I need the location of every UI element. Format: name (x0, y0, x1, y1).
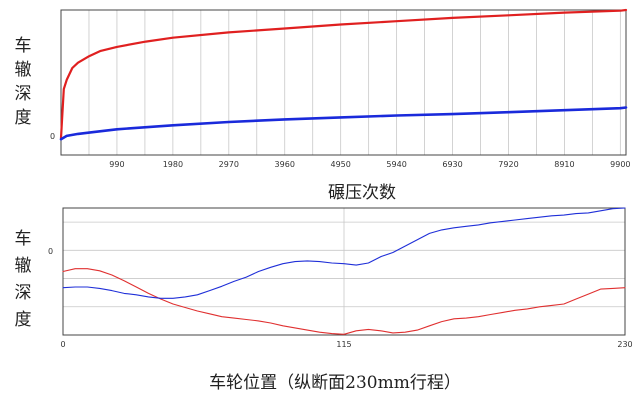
y-axis-label-char: 深 (15, 84, 32, 104)
y-axis-label-char: 度 (15, 108, 32, 128)
y-axis-label-char: 辙 (15, 256, 32, 276)
x-tick-label: 8910 (554, 160, 574, 169)
wheel-position-chart-xlabel: 车轮位置（纵断面230mm行程） (209, 373, 461, 393)
wheel-position-chart-series (62, 207, 626, 335)
y-axis-label-char: 辙 (15, 60, 32, 80)
wheel-position-chart-xticks: 0 115 230 (60, 340, 632, 349)
cycles-chart-ytick-0: 0 (50, 132, 55, 141)
cycles-chart-xlabel: 碾压次数 (328, 183, 396, 203)
x-tick-label: 990 (109, 160, 124, 169)
cycles-chart-series (59, 8, 628, 141)
wheel-position-chart-grid (63, 208, 625, 335)
y-axis-label-char: 深 (15, 283, 32, 303)
x-tick-label: 115 (336, 340, 351, 349)
series-line-2 (62, 207, 626, 299)
series-line-2 (59, 106, 628, 141)
x-tick-label: 3960 (275, 160, 295, 169)
cycles-chart: 990 1980 2970 3960 4950 5940 6930 7920 8910 9900 … (15, 8, 631, 203)
x-tick-label: 1980 (163, 160, 183, 169)
x-tick-label: 6930 (442, 160, 462, 169)
y-axis-label-char: 度 (15, 310, 32, 330)
series-line-1 (62, 268, 626, 335)
x-tick-label: 9900 (610, 160, 630, 169)
y-axis-label-char: 车 (15, 36, 32, 56)
wheel-position-chart-ytick-0: 0 (48, 247, 53, 256)
x-tick-label: 230 (617, 340, 632, 349)
x-tick-label: 7920 (498, 160, 518, 169)
series-line-1 (59, 8, 628, 139)
y-axis-label-char: 车 (15, 229, 32, 249)
cycles-chart-frame (60, 9, 627, 156)
cycles-chart-xticks: 990 1980 2970 3960 4950 5940 6930 7920 8910 9900 (109, 160, 630, 169)
cycles-chart-grid (88, 10, 621, 155)
x-tick-label: 4950 (330, 160, 350, 169)
x-tick-label: 0 (60, 340, 65, 349)
x-tick-label: 5940 (386, 160, 406, 169)
x-tick-label: 2970 (219, 160, 239, 169)
